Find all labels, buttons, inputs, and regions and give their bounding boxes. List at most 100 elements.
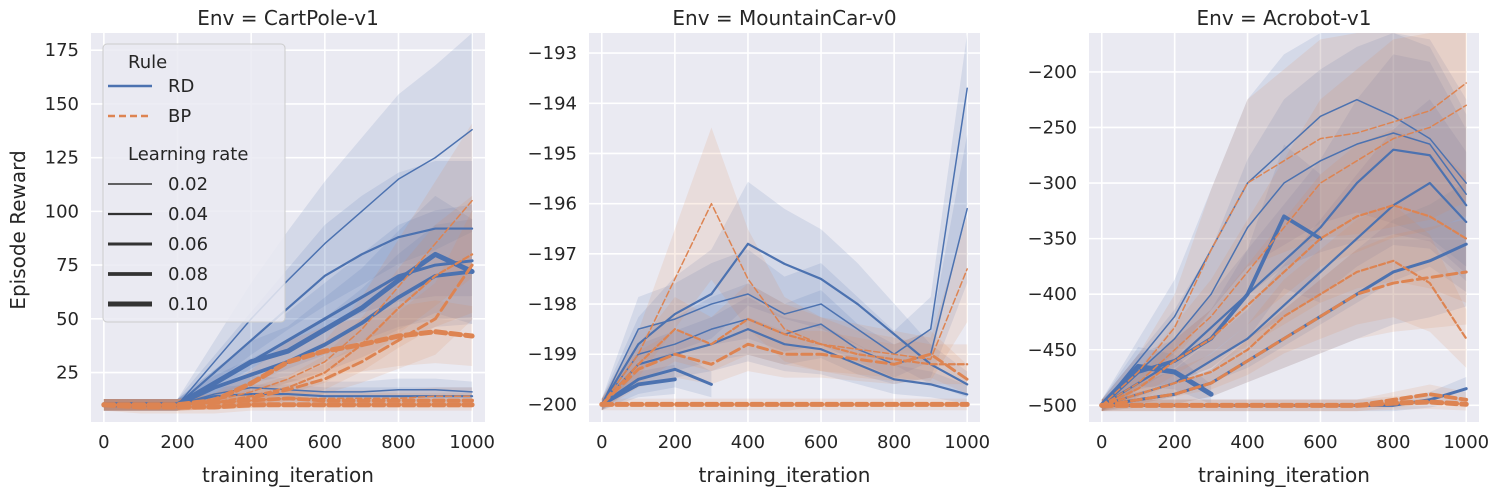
y-tick-label: −250 <box>1028 117 1077 138</box>
x-tick-label: 200 <box>1157 432 1191 453</box>
legend-label-lr: 0.04 <box>168 204 208 225</box>
y-tick-labels: −500 −450 −400 −350 −300 −250 −200 <box>1028 62 1077 416</box>
series-line-bp-lr-004 <box>1100 259 1468 407</box>
y-tick-labels: 25 50 75 100 125 150 175 <box>45 40 79 383</box>
series-line-rd-lr-010 <box>1099 363 1214 408</box>
series-band-bp <box>103 195 473 411</box>
x-tick-label: 600 <box>1303 432 1337 453</box>
series-band-rd <box>601 364 675 411</box>
x-tick-label: 600 <box>804 432 838 453</box>
panel-title: Env = CartPole-v1 <box>197 6 379 30</box>
x-axis-label: training_iteration <box>699 463 871 487</box>
y-tick-label: −196 <box>528 194 577 215</box>
x-tick-label: 800 <box>381 432 415 453</box>
series-band-rd <box>103 195 473 411</box>
grid <box>589 33 980 422</box>
x-tick-label: 1000 <box>449 432 495 453</box>
series-line-bp-lr-006 <box>600 342 969 406</box>
x-tick-label: 1000 <box>1443 432 1489 453</box>
series-line-bp-lr-006 <box>1100 270 1468 407</box>
x-tick-labels: 0 200 400 600 800 1000 <box>1096 432 1489 453</box>
series-band-bp <box>601 283 968 411</box>
series-line-bp-lr-002 <box>103 199 473 406</box>
series-band-rd <box>103 204 473 411</box>
y-tick-label: 125 <box>45 148 79 169</box>
x-tick-label: 400 <box>1230 432 1264 453</box>
series-line-rd-lr-004 <box>600 242 969 406</box>
series-band-rd <box>601 33 968 411</box>
legend-label-lr: 0.06 <box>168 234 208 255</box>
y-tick-label: −199 <box>528 344 577 365</box>
panel-acrobot: 0 200 400 600 800 1000 −500 −450 −400 −350 −300 −2… <box>1028 6 1490 487</box>
x-tick-label: 400 <box>731 432 765 453</box>
y-tick-label: 25 <box>56 363 79 384</box>
series-line-bp-lr-002 <box>1101 82 1467 407</box>
y-tick-label: −300 <box>1028 173 1077 194</box>
y-tick-label: 175 <box>45 40 79 61</box>
x-tick-label: 0 <box>98 432 109 453</box>
legend-rule-entries: RD BP <box>108 76 194 127</box>
series-band-rd <box>1101 99 1467 412</box>
series-band-rd <box>103 219 473 411</box>
x-tick-label: 400 <box>234 432 268 453</box>
series-line-rd-lr-002 <box>1101 132 1467 407</box>
x-tick-label: 0 <box>1096 432 1107 453</box>
series-band-rd <box>1101 54 1467 412</box>
legend-lr-entries: 0.02 0.04 0.06 0.08 0.10 <box>108 174 208 315</box>
series-band-bp <box>103 210 473 411</box>
x-tick-labels: 0 200 400 600 800 1000 <box>98 432 495 453</box>
y-tick-label: 150 <box>45 94 79 115</box>
y-tick-label: 100 <box>45 201 79 222</box>
legend-label-lr: 0.10 <box>168 294 208 315</box>
y-tick-label: 50 <box>56 309 79 330</box>
confidence-bands <box>601 33 968 411</box>
x-tick-label: 800 <box>1376 432 1410 453</box>
series-band-rd <box>1101 144 1321 412</box>
panel-title: Env = Acrobot-v1 <box>1197 6 1372 30</box>
series-line-rd-lr-002 <box>1101 98 1467 407</box>
y-tick-label: −500 <box>1028 395 1077 416</box>
legend-label-bp: BP <box>168 106 191 127</box>
series-line-bp-lr-010 <box>1099 399 1469 408</box>
legend-box <box>102 43 286 323</box>
series-band-rd <box>601 181 968 411</box>
legend: Rule RD BP Learning rate 0.02 0.04 0.06 0.08… <box>102 43 286 323</box>
y-tick-label: −200 <box>1028 62 1077 83</box>
y-tick-label: 75 <box>56 255 79 276</box>
x-tick-label: 200 <box>160 432 194 453</box>
series-line-bp-lr-010 <box>101 402 475 410</box>
y-tick-labels: −200 −199 −198 −197 −196 −195 −194 −193 <box>528 43 577 415</box>
panel-mountaincar: 0 200 400 600 800 1000 −200 −199 −198 −197 −196 −1… <box>528 6 991 487</box>
series-line-rd-lr-006 <box>600 367 713 406</box>
y-tick-label: −194 <box>528 93 577 114</box>
x-axis-label: training_iteration <box>202 463 374 487</box>
y-tick-label: −195 <box>528 143 577 164</box>
legend-label-lr: 0.02 <box>168 174 208 195</box>
y-axis-label: Episode Reward <box>6 150 30 309</box>
legend-label-rd: RD <box>168 76 194 97</box>
y-tick-label: −350 <box>1028 229 1077 250</box>
y-tick-label: −400 <box>1028 284 1077 305</box>
series-band-rd <box>1101 181 1467 412</box>
panel-title: Env = MountainCar-v0 <box>672 6 896 30</box>
x-tick-label: 200 <box>658 432 692 453</box>
series-line-bp-lr-002 <box>601 202 968 406</box>
series-band-bp <box>601 127 968 411</box>
series-line-bp-lr-004 <box>102 253 474 406</box>
series-line-rd-lr-008 <box>599 377 677 407</box>
x-axis-label: training_iteration <box>1198 463 1370 487</box>
x-tick-label: 0 <box>596 432 607 453</box>
y-tick-label: −198 <box>528 294 577 315</box>
grid <box>1089 33 1479 422</box>
x-tick-labels: 0 200 400 600 800 1000 <box>596 432 990 453</box>
series-band-rd <box>103 161 473 411</box>
legend-title-learning-rate: Learning rate <box>128 144 248 165</box>
series-line-rd-lr-004 <box>600 328 969 406</box>
series-band-rd <box>601 296 968 411</box>
series-line-bp-lr-002 <box>1101 104 1467 407</box>
series-lines <box>101 128 475 410</box>
legend-title-rule: Rule <box>128 52 167 73</box>
x-tick-label: 600 <box>308 432 342 453</box>
x-tick-label: 1000 <box>944 432 990 453</box>
